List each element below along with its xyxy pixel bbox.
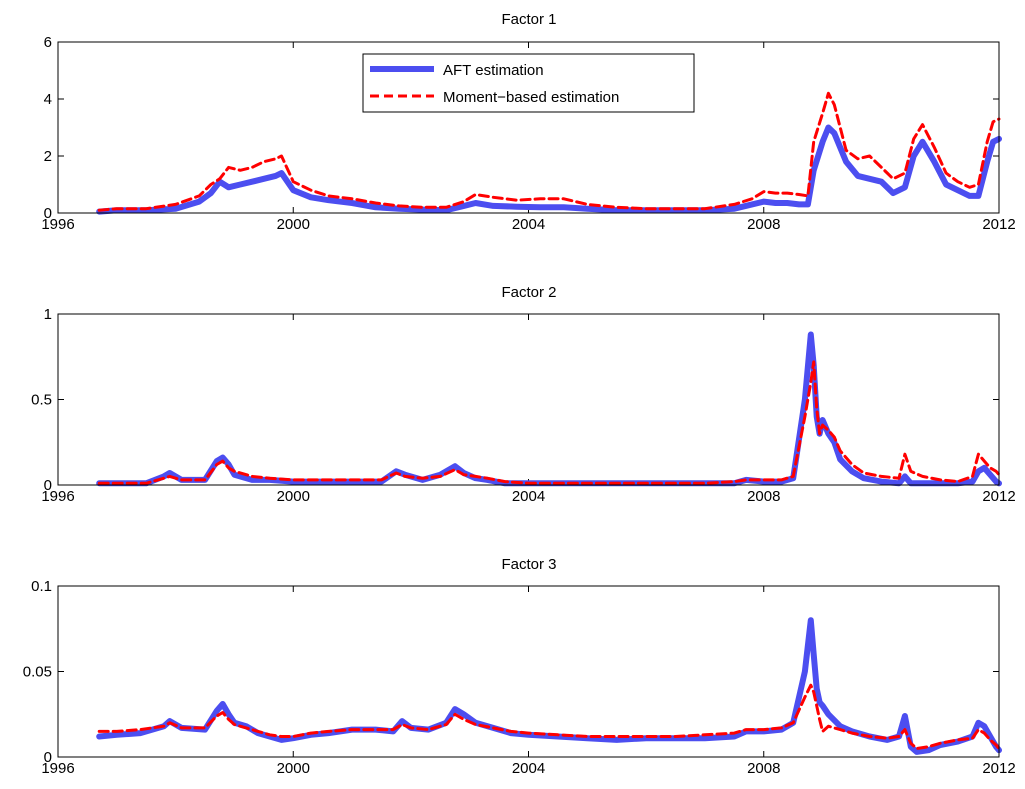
legend-label-moment: Moment−based estimation — [443, 89, 619, 106]
x-tick-label: 1996 — [41, 488, 74, 505]
x-tick-label: 2008 — [747, 216, 780, 233]
y-tick-label: 0 — [44, 749, 52, 766]
x-tick-label: 2008 — [747, 760, 780, 777]
x-tick-label: 1996 — [41, 760, 74, 777]
factor-2-lines — [96, 331, 1002, 487]
legend: AFT estimation Moment−based estimation — [362, 53, 695, 113]
series-line-moment — [97, 91, 1001, 212]
x-tick-label: 2000 — [277, 760, 310, 777]
factor-3-lines — [96, 617, 1002, 755]
factor-3-tick-labels: 1996 2000 2004 2008 2012 0 0.05 0.1 — [23, 578, 1016, 777]
axes-frame — [57, 41, 1000, 214]
x-tick-label: 2000 — [277, 488, 310, 505]
series-line-moment — [97, 360, 1001, 485]
y-tick-label: 2 — [44, 148, 52, 165]
factor-1-lines — [96, 91, 1002, 215]
x-tick-label: 2004 — [512, 760, 545, 777]
y-tick-label: 0 — [44, 205, 52, 222]
x-tick-label: 2008 — [747, 488, 780, 505]
axes-frame — [57, 585, 1000, 758]
factor-2-title: Factor 2 — [501, 284, 556, 301]
factor-1-tick-labels: 1996 2000 2004 2008 2012 0 2 4 6 — [41, 34, 1015, 233]
x-tick-label: 2012 — [982, 216, 1015, 233]
x-tick-label: 2004 — [512, 488, 545, 505]
axes-frame — [57, 313, 1000, 486]
series-line-aft — [96, 617, 1002, 755]
x-tick-label: 2012 — [982, 760, 1015, 777]
y-tick-label: 0.1 — [31, 578, 52, 595]
x-tick-label: 2004 — [512, 216, 545, 233]
y-tick-label: 0.05 — [23, 664, 52, 681]
series-line-moment — [97, 683, 1001, 750]
factor-3-panel: Factor 3 1996 2000 2004 2008 2012 0 0.05 0.1 — [23, 556, 1016, 777]
legend-box — [362, 53, 695, 113]
x-tick-label: 1996 — [41, 216, 74, 233]
y-tick-label: 0 — [44, 477, 52, 494]
factor-1-panel: Factor 1 1996 2000 2004 2008 2012 0 2 4 6 — [41, 11, 1015, 233]
y-tick-label: 6 — [44, 34, 52, 51]
legend-label-aft: AFT estimation — [443, 62, 544, 79]
y-tick-label: 4 — [44, 91, 52, 108]
factor-3-title: Factor 3 — [501, 556, 556, 573]
y-tick-label: 0.5 — [31, 392, 52, 409]
factor-2-tick-labels: 1996 2000 2004 2008 2012 0 0.5 1 — [31, 306, 1016, 505]
x-tick-label: 2000 — [277, 216, 310, 233]
y-tick-label: 1 — [44, 306, 52, 323]
factor-2-axes — [57, 313, 1000, 486]
x-tick-label: 2012 — [982, 488, 1015, 505]
factor-1-title: Factor 1 — [501, 11, 556, 28]
series-line-aft — [96, 124, 1002, 215]
factor-2-panel: Factor 2 1996 2000 2004 2008 2012 0 0.5 1 — [31, 284, 1016, 505]
